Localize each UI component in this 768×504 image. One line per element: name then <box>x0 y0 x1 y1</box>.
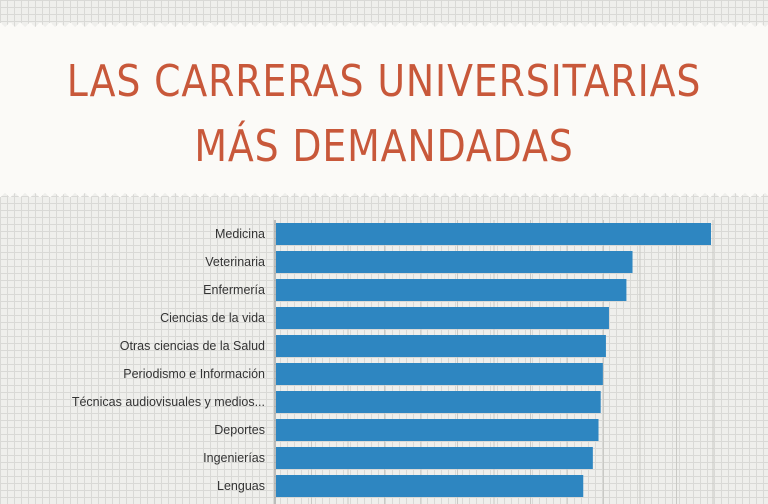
category-label: Ingenierías <box>203 451 265 465</box>
bar <box>276 475 584 497</box>
category-label: Periodismo e Información <box>123 367 265 381</box>
bar <box>276 335 606 357</box>
bar <box>276 419 599 441</box>
category-label: Otras ciencias de la Salud <box>120 339 265 353</box>
chart-category-labels: Medicina Veterinaria Enfermería Ciencias de… <box>72 227 265 493</box>
category-label: Enfermería <box>203 283 265 297</box>
category-label: Medicina <box>215 227 265 241</box>
bar <box>276 251 633 273</box>
bar-chart: Medicina Veterinaria Enfermería Ciencias de… <box>72 220 714 504</box>
bar <box>276 279 627 301</box>
page-title-line-2: MÁS DEMANDADAS <box>194 121 574 172</box>
bar <box>276 447 593 469</box>
bar <box>276 363 603 385</box>
category-label: Ciencias de la vida <box>160 311 265 325</box>
bar <box>276 391 601 413</box>
bar <box>276 307 609 329</box>
banner-zigzag-bottom <box>0 189 768 197</box>
banner-zigzag-top <box>0 23 768 31</box>
category-label: Lenguas <box>217 479 265 493</box>
page-title-line-1: LAS CARRERAS UNIVERSITARIAS <box>66 56 702 107</box>
category-label: Técnicas audiovisuales y medios... <box>72 395 265 409</box>
chart-bars <box>276 223 711 497</box>
bar <box>276 223 711 245</box>
category-label: Deportes <box>214 423 265 437</box>
title-banner: LAS CARRERAS UNIVERSITARIAS MÁS DEMANDAD… <box>0 23 768 197</box>
category-label: Veterinaria <box>205 255 265 269</box>
